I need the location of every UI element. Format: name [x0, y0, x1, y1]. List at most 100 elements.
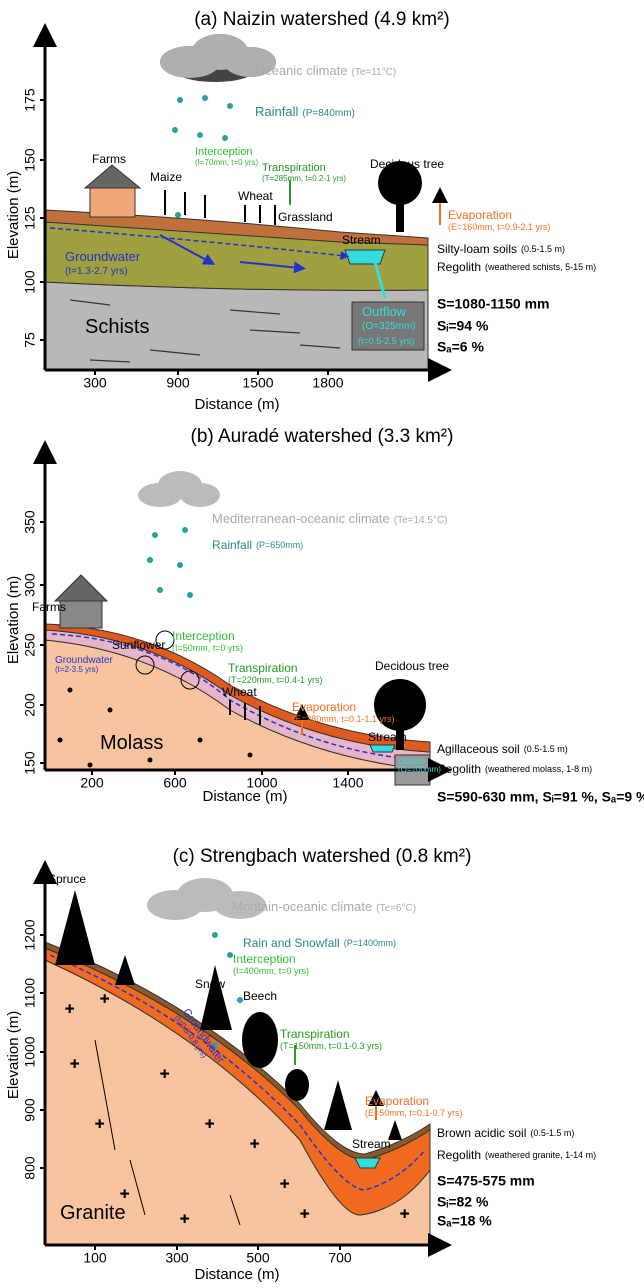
label: Stream — [352, 1137, 391, 1151]
summary: Sₐ=18 % — [437, 1213, 492, 1229]
label-text: Outflow — [362, 304, 407, 319]
label: Stream — [368, 730, 407, 744]
panel: (c) Strengbach watershed (0.8 km²) Elevat… — [5, 846, 596, 1283]
label-text: Beech — [243, 989, 277, 1003]
label-text: Decidous tree — [375, 659, 449, 673]
label-note: (E=160mm, t=0.9-2.1 yrs) — [448, 222, 551, 232]
label: Decidous tree — [370, 157, 444, 171]
x-tick-label: 1800 — [312, 375, 343, 391]
summary: Sᵢ=82 % — [437, 1194, 489, 1210]
x-tick-label: 1400 — [332, 775, 363, 791]
label: Outflow (O=325mm) — [362, 304, 416, 331]
label-note: (I=400mm, t=0 yrs) — [233, 966, 309, 976]
scene-b — [44, 471, 431, 786]
label: Groundwater (t=2-3.5 yrs) — [55, 655, 113, 674]
svg-text:+: + — [250, 1136, 259, 1153]
y-tick-label: 1000 — [22, 1036, 38, 1067]
label-text: Montain-oceanic climate — [232, 899, 372, 914]
label-note: (T=220mm, t=0.4-1 yrs) — [228, 675, 323, 685]
label-note: (t=2-3.5 yrs) — [55, 665, 99, 674]
label-note: (Te=11°C) — [351, 67, 396, 78]
svg-text:+: + — [120, 1186, 129, 1203]
y-tick-label: 800 — [22, 1156, 38, 1180]
svg-text:+: + — [65, 1001, 74, 1018]
label-text: (t=0.5-2.5 yrs) — [358, 336, 414, 346]
x-tick-label: 1500 — [242, 375, 273, 391]
x-tick-label: 100 — [83, 1250, 107, 1266]
label-text: Stream — [342, 233, 381, 247]
label-text: Wheat — [222, 685, 257, 699]
x-axis-label: Distance (m) — [194, 1266, 279, 1283]
label-note: (t=1.3-2.7 yrs) — [65, 266, 128, 277]
y-axis-label: Elevation (m) — [5, 576, 22, 664]
label-note: (0.5-1.5 m) — [530, 1128, 574, 1138]
label: Mediterranean-oceanic climate (Te=14.5°C) — [212, 511, 448, 526]
label-note: (0.5-1.5 m) — [521, 244, 565, 254]
label: Spruce — [48, 872, 86, 886]
label-text: Transpiration — [262, 162, 326, 174]
label: Agillaceous soil (0.5-1.5 m) — [437, 742, 568, 756]
label: Molass — [100, 732, 163, 754]
label: Beech — [243, 989, 277, 1003]
svg-text:+: + — [70, 1056, 79, 1073]
label-text: Mediterranean-oceanic climate — [212, 511, 390, 526]
y-tick-label: 125 — [22, 206, 38, 230]
label: Farms — [92, 152, 126, 166]
label: Decidous tree — [375, 659, 449, 673]
label-note: (E=280mm, t=0.1-1.1 yrs) — [292, 714, 395, 724]
label-text: Regolith — [437, 762, 481, 776]
scene-a — [44, 34, 448, 371]
label-text: Granite — [60, 1202, 126, 1224]
label-note: (O=100mm) — [398, 765, 441, 774]
svg-text:+: + — [205, 1116, 214, 1133]
label-text: Evaporation — [448, 208, 512, 222]
svg-text:+: + — [280, 1176, 289, 1193]
label: Regolith (weathered molass, 1-8 m) — [437, 762, 592, 776]
label-text: Regolith — [437, 1148, 481, 1162]
label-note: (P=840mm) — [302, 108, 355, 119]
svg-text:+: + — [160, 1066, 169, 1083]
label: Brown acidic soil (0.5-1.5 m) — [437, 1126, 574, 1140]
svg-text:+: + — [180, 1211, 189, 1228]
label-note: (weathered schists, 5-15 m) — [485, 262, 596, 272]
label: Groundwater (t=1.3-2.7 yrs) — [65, 249, 141, 276]
label-note: (I=70mm, t=0 yrs) — [195, 158, 258, 167]
label-text: Agillaceous soil — [437, 742, 520, 756]
label: Rainfall (P=840mm) — [255, 104, 355, 119]
summary: Sₐ=6 % — [437, 339, 484, 355]
label-note: (P=1400mm) — [344, 938, 396, 948]
label: Transpiration (T=220mm, t=0.4-1 yrs) — [228, 661, 323, 685]
svg-text:+: + — [300, 1206, 309, 1223]
y-tick-label: 100 — [22, 270, 38, 294]
y-tick-label: 150 — [22, 148, 38, 172]
label: Silty-loam soils (0.5-1.5 m) — [437, 242, 565, 256]
label-text: Stream — [352, 1137, 391, 1151]
panel: (a) Naizin watershed (4.9 km²) Elevation … — [5, 9, 596, 413]
label: Evaporation (E=160mm, t=0.9-2.1 yrs) — [448, 208, 551, 232]
y-axis-label: Elevation (m) — [5, 171, 22, 259]
y-tick-label: 75 — [22, 332, 38, 348]
label-text: Brown acidic soil — [437, 1126, 526, 1140]
label-note: (E=50mm, t=0.1-0.7 yrs) — [365, 1108, 463, 1118]
label: Granite — [60, 1202, 126, 1224]
label-note: (weathered granite, 1-14 m) — [485, 1150, 596, 1160]
y-tick-label: 200 — [22, 693, 38, 717]
y-tick-label: 1100 — [22, 978, 38, 1008]
label-text: Transpiration — [280, 1027, 350, 1041]
label-note: (T=285mm, t=0.2-1 yrs) — [262, 174, 346, 183]
label-text: Groundwater — [65, 249, 141, 264]
label: Wheat — [238, 189, 273, 203]
label-text: Maize — [150, 170, 182, 184]
label-text: Molass — [100, 732, 163, 754]
x-tick-label: 300 — [83, 375, 107, 391]
label-note: (Te=14.5°C) — [394, 515, 448, 526]
label: Maize — [150, 170, 182, 184]
label-text: Transpiration — [228, 661, 298, 675]
label-text: Evaporation — [365, 1094, 429, 1108]
label-text: Interception — [233, 952, 296, 966]
label-text: Wheat — [238, 189, 273, 203]
label: Transpiration (T=285mm, t=0.2-1 yrs) — [262, 162, 346, 183]
label-text: Outflow — [398, 757, 425, 766]
label-text: Sunflower — [112, 638, 165, 652]
